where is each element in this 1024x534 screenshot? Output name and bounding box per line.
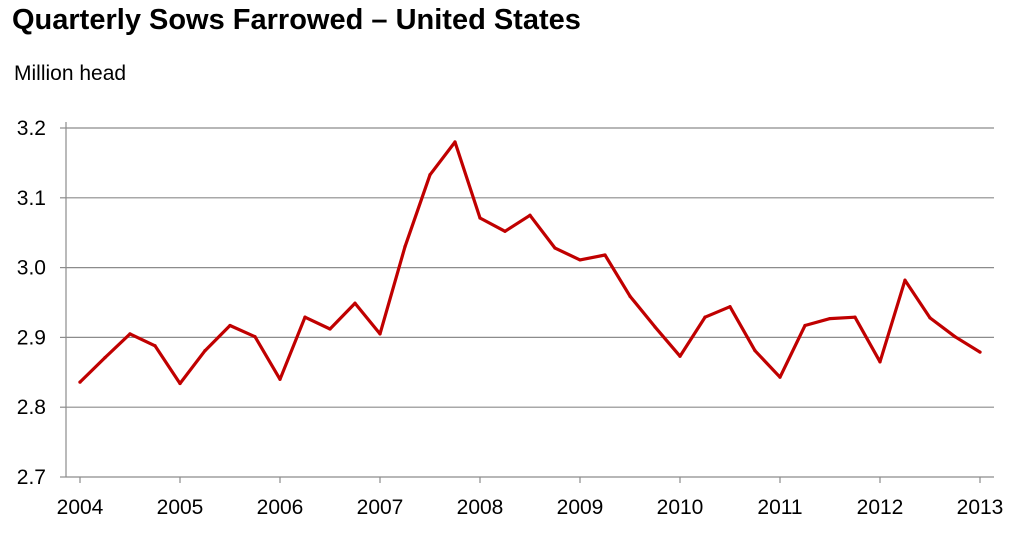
data-point — [503, 229, 507, 233]
y-tick-label: 2.8 — [17, 396, 46, 419]
data-point — [228, 323, 232, 328]
data-point — [128, 332, 132, 336]
data-point — [728, 305, 732, 309]
data-point — [453, 140, 457, 144]
y-tick-label: 3.0 — [17, 257, 46, 280]
x-tick-label: 2006 — [257, 496, 304, 519]
data-point — [378, 332, 382, 336]
data-point — [928, 316, 932, 320]
data-point — [703, 315, 707, 319]
data-point — [578, 258, 582, 262]
data-point — [778, 375, 782, 379]
data-point — [153, 344, 157, 348]
data-point — [403, 245, 407, 249]
data-point — [653, 325, 657, 329]
data-point — [978, 350, 982, 354]
data-point — [203, 349, 207, 353]
data-point — [328, 327, 332, 331]
x-tick-label: 2012 — [857, 496, 904, 519]
data-point — [278, 377, 282, 381]
y-tick-labels: 3.2 3.1 3.0 2.9 2.8 2.7 — [17, 117, 46, 489]
data-point — [878, 360, 882, 364]
data-point — [178, 381, 182, 386]
x-tick-label: 2008 — [457, 496, 504, 519]
data-point — [253, 335, 257, 339]
data-point — [753, 349, 757, 353]
data-point — [428, 173, 432, 177]
data-point — [303, 315, 307, 319]
data-point — [353, 301, 357, 305]
y-tick-label: 2.9 — [17, 326, 46, 349]
data-point — [528, 213, 532, 217]
x-tick-label: 2010 — [657, 496, 704, 519]
chart-title: Quarterly Sows Farrowed – United States — [12, 4, 581, 36]
gridlines — [66, 127, 994, 408]
data-point — [603, 253, 607, 257]
data-point — [78, 380, 82, 384]
data-point — [828, 316, 832, 321]
y-axis-unit-label: Million head — [14, 62, 127, 85]
y-tick-label: 3.2 — [17, 117, 46, 140]
data-point — [903, 278, 907, 282]
x-tick-labels: 2004 2005 2006 2007 2008 2009 2010 2011 2012 2013 — [57, 496, 1004, 519]
x-tick-label: 2011 — [757, 496, 802, 519]
x-tick-label: 2005 — [157, 496, 204, 519]
data-point — [628, 294, 632, 298]
data-series — [78, 140, 982, 386]
x-tick-label: 2009 — [557, 496, 604, 519]
x-tick-label: 2007 — [357, 496, 404, 519]
y-tick-label: 2.7 — [17, 466, 46, 489]
x-tick-label: 2004 — [57, 496, 104, 519]
data-point — [553, 246, 557, 250]
series-line — [78, 140, 982, 386]
data-point — [478, 216, 482, 220]
data-point — [678, 354, 682, 358]
data-point — [953, 335, 957, 339]
data-point — [103, 356, 107, 360]
y-tick-label: 3.1 — [17, 187, 46, 210]
x-tick-label: 2013 — [957, 496, 1004, 519]
axes — [60, 122, 994, 483]
data-point — [803, 323, 807, 328]
data-point — [853, 315, 857, 319]
